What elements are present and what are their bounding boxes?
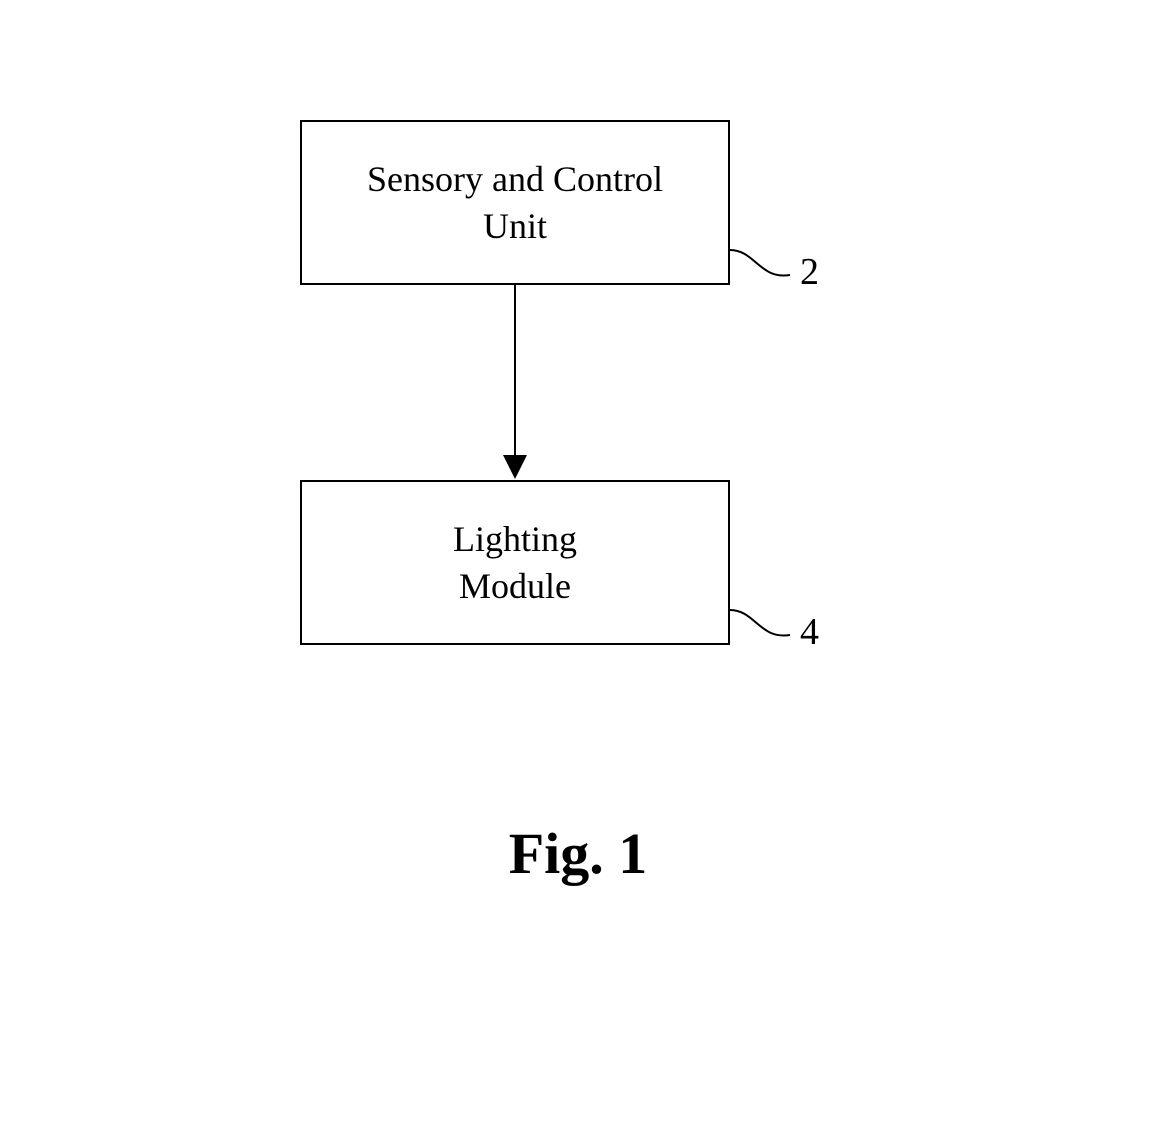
box-bottom-line1: Lighting xyxy=(453,519,577,559)
lighting-module-label: Lighting Module xyxy=(453,516,577,610)
figure-caption: Fig. 1 xyxy=(0,820,1156,887)
reference-number-2: 2 xyxy=(800,250,819,294)
sensory-control-unit-box: Sensory and Control Unit xyxy=(300,120,730,285)
block-diagram: Sensory and Control Unit Lighting Module… xyxy=(0,0,1156,1140)
reference-number-4: 4 xyxy=(800,610,819,654)
leader-line-ref-4 xyxy=(730,610,790,636)
sensory-control-unit-label: Sensory and Control Unit xyxy=(367,156,663,250)
box-bottom-line2: Module xyxy=(459,566,571,606)
leader-line-ref-2 xyxy=(730,250,790,276)
box-top-line1: Sensory and Control xyxy=(367,159,663,199)
lighting-module-box: Lighting Module xyxy=(300,480,730,645)
box-top-line2: Unit xyxy=(483,206,547,246)
